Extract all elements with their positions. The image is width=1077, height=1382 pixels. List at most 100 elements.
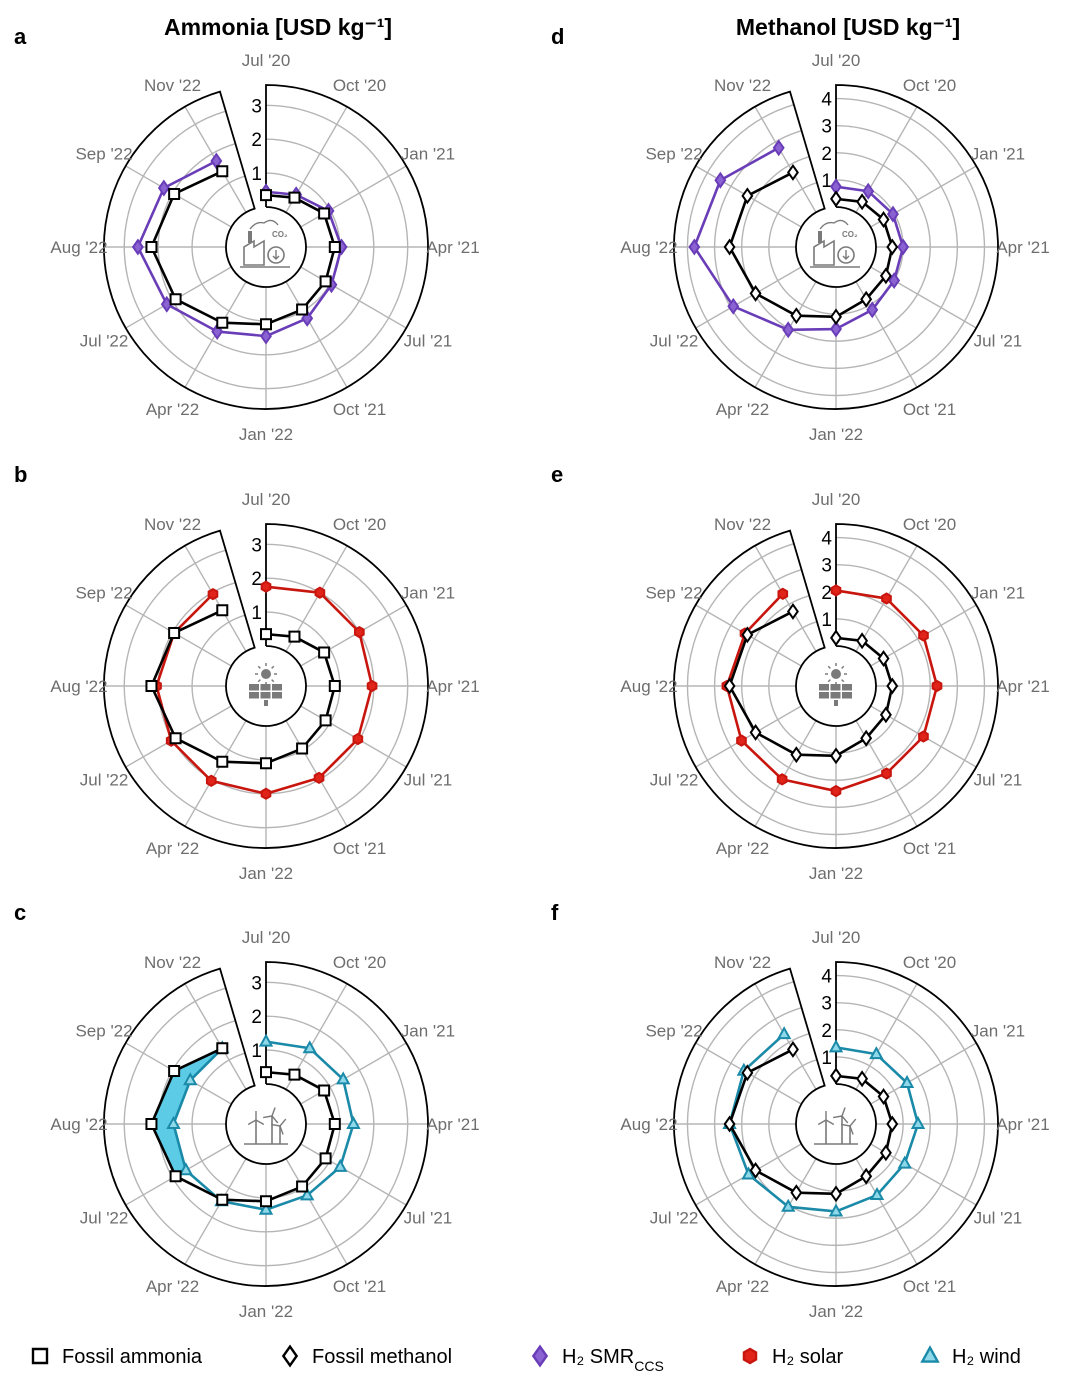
legend: Fossil ammonia Fossil methanol H₂ SMRCCS H₂… (31, 1344, 1021, 1374)
month-label: Oct '20 (903, 76, 956, 95)
month-label: Jan '22 (239, 1302, 293, 1321)
month-label: Jan '22 (809, 1302, 863, 1321)
radar-panel-c: c Jul '20 Oct '20 Jan '21 Apr '21 Jul '21 Oct … (14, 900, 480, 1321)
month-label: Aug '22 (620, 677, 677, 696)
data-point (781, 1198, 796, 1212)
data-point (169, 293, 182, 306)
smoke-cloud (249, 219, 279, 230)
data-point (288, 1068, 301, 1081)
factory-chimney (248, 231, 252, 243)
data-point (749, 723, 762, 741)
grid-spoke (695, 266, 802, 329)
grid-ring (741, 152, 931, 342)
data-point (296, 1180, 309, 1193)
month-label: Aug '22 (620, 1115, 677, 1134)
data-point (296, 303, 309, 316)
month-label: Jul '21 (974, 332, 1023, 351)
data-point (776, 773, 788, 786)
legend-marker (531, 1344, 549, 1368)
data-point (786, 163, 799, 181)
data-point (352, 732, 364, 746)
data-point (319, 1152, 332, 1165)
turbine-blade (279, 1125, 284, 1135)
data-point (318, 207, 331, 220)
title-methanol: Methanol [USD kg⁻¹] (736, 14, 960, 40)
factory-building (243, 239, 265, 266)
month-label: Jul '21 (974, 1209, 1023, 1228)
month-label: Apr '22 (716, 400, 769, 419)
month-label: Apr '21 (426, 677, 479, 696)
data-point (790, 307, 803, 325)
solar-cell (819, 692, 829, 699)
series-line (693, 146, 905, 332)
data-point (869, 1186, 885, 1201)
month-label: Jul '21 (404, 332, 453, 351)
month-label: Jan '22 (809, 864, 863, 883)
legend-label: Fossil methanol (312, 1346, 452, 1368)
down-arrow (842, 250, 850, 260)
factory-building (813, 239, 835, 266)
solar-panel-icon (819, 663, 852, 706)
data-point (860, 729, 873, 747)
month-label: Oct '20 (333, 953, 386, 972)
grid-spoke (754, 106, 817, 213)
panel-letter: c (14, 900, 26, 925)
panel-letter: a (14, 24, 27, 49)
sun-ray (271, 679, 275, 683)
month-label: Apr '21 (996, 677, 1049, 696)
grid-ring (741, 1029, 931, 1219)
grid-spoke (285, 281, 348, 388)
month-label: Apr '21 (426, 238, 479, 257)
data-point (216, 1193, 229, 1206)
month-label: Jul '21 (974, 771, 1023, 790)
data-point (131, 238, 144, 256)
data-point (830, 320, 842, 338)
month-label: Jan '21 (401, 1022, 455, 1041)
sun-ray (827, 679, 831, 683)
month-label: Jul '20 (242, 51, 291, 70)
month-label: Oct '20 (333, 515, 386, 534)
data-point (168, 626, 181, 639)
month-label: Jul '22 (650, 332, 699, 351)
data-point (216, 316, 229, 329)
turbine-blade (841, 1123, 851, 1127)
data-point (328, 241, 341, 253)
data-point (772, 139, 785, 157)
data-point (366, 679, 378, 693)
legend-label: H₂ solar (772, 1346, 843, 1368)
data-point (258, 1033, 274, 1047)
sun-ray (841, 665, 845, 669)
data-point (830, 308, 842, 326)
r-tick-label: 3 (251, 96, 262, 117)
data-point (897, 238, 910, 256)
r-tick-label: 1 (821, 1048, 832, 1069)
data-point (830, 1067, 842, 1085)
month-label: Jan '21 (971, 584, 1025, 603)
month-label: Oct '20 (903, 953, 956, 972)
legend-label: H₂ SMRCCS (562, 1346, 664, 1374)
solar-cell (842, 684, 852, 691)
data-point (260, 757, 272, 770)
month-label: Aug '22 (50, 1115, 107, 1134)
data-point (741, 1064, 754, 1082)
down-arrow (272, 250, 280, 260)
data-point (145, 1118, 158, 1130)
turbine-blade (833, 1115, 843, 1119)
solar-panel-icon (249, 663, 282, 706)
data-point (877, 211, 890, 229)
data-point (877, 650, 890, 668)
turbine-blade (841, 1107, 846, 1117)
radar-panel-d: d Jul '20 Oct '20 Jan '21 Apr '21 Jul '21 Oct … (551, 24, 1050, 444)
co2-label: CO₂ (272, 230, 288, 239)
month-label: Sep '22 (645, 145, 702, 164)
grid-ring (686, 536, 986, 836)
r-tick-label: 1 (251, 1041, 262, 1062)
month-label: Aug '22 (50, 677, 107, 696)
grid-ring (768, 618, 904, 754)
data-point (288, 630, 301, 643)
fill-between-area (151, 1048, 223, 1177)
grid-ring (768, 179, 904, 315)
data-point (216, 755, 229, 768)
month-label: Oct '21 (903, 839, 956, 858)
polar-frame (103, 523, 429, 849)
